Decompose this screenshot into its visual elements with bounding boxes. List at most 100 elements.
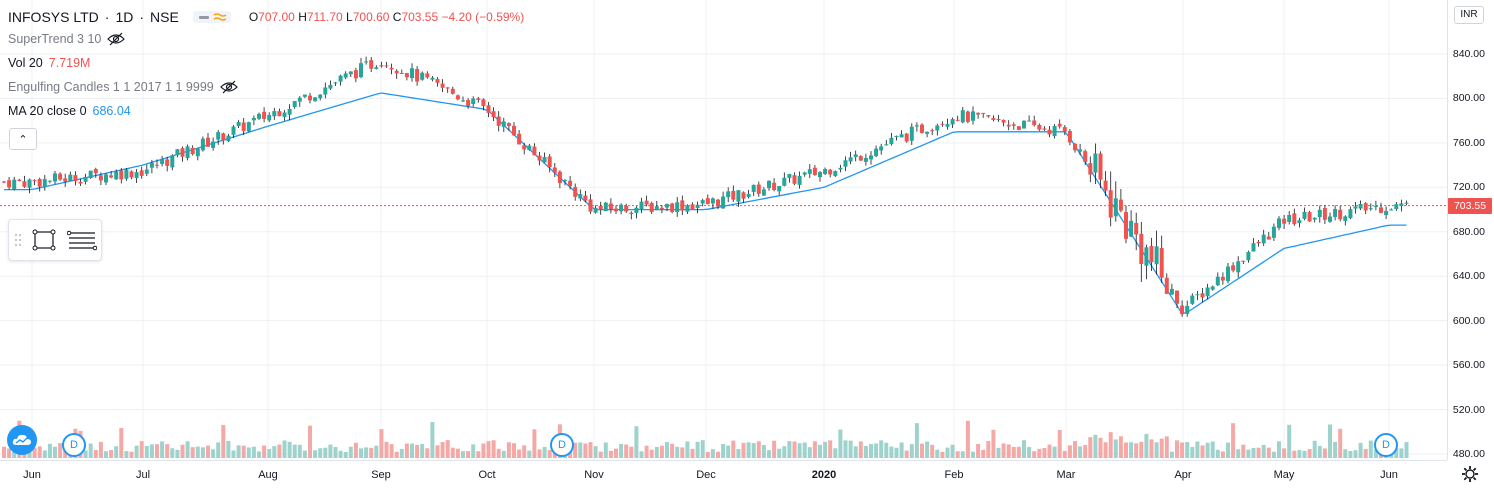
candle-down <box>1042 128 1047 130</box>
volume-bar <box>965 420 970 458</box>
candle-up <box>802 172 807 175</box>
dividend-badge[interactable]: D <box>1374 433 1398 457</box>
candle-up <box>1302 211 1307 219</box>
candle-up <box>328 84 333 89</box>
time-tick: Jun <box>1380 469 1398 481</box>
candle-down <box>476 98 481 100</box>
candle-up <box>272 111 277 117</box>
candle-up <box>410 68 414 79</box>
candle-up <box>251 117 256 121</box>
candle-up <box>665 204 669 208</box>
drag-handle-icon[interactable] <box>13 230 23 250</box>
ma-label: MA 20 close 0 <box>8 104 87 118</box>
candle-down <box>389 67 394 70</box>
candle-up <box>874 148 879 157</box>
volume-bar <box>410 443 414 458</box>
symbol-interval: 1D <box>115 9 134 25</box>
candle-up <box>134 172 139 178</box>
volume-bar <box>1256 447 1261 458</box>
candle-up <box>1052 126 1057 137</box>
candle-up <box>1154 246 1159 265</box>
candle-up <box>1205 287 1210 297</box>
candle-down <box>955 119 960 121</box>
volume-bar <box>379 429 384 458</box>
volume-bar <box>920 443 924 458</box>
candle-up <box>231 126 236 135</box>
cloud-chart-icon <box>12 434 32 445</box>
volume-bar <box>58 443 63 458</box>
volume-bar <box>1175 440 1179 458</box>
market-status-toggle[interactable] <box>192 11 231 23</box>
candle-down <box>37 178 42 187</box>
volume-bar <box>1073 441 1077 458</box>
gear-icon[interactable] <box>1460 464 1480 484</box>
volume-bar <box>1047 444 1052 458</box>
rectangle-tool-icon[interactable] <box>31 227 57 253</box>
volume-bar <box>1348 451 1353 458</box>
candle-up <box>1027 120 1032 122</box>
volume-bar <box>930 444 935 458</box>
candle-up <box>685 205 690 212</box>
candle-up <box>996 118 1001 121</box>
dividend-badge[interactable]: D <box>62 433 86 457</box>
lines-tool-icon[interactable] <box>67 227 97 253</box>
volume-bar <box>659 445 664 458</box>
volume-bar <box>1226 442 1230 458</box>
indicator-ma[interactable]: MA 20 close 0 686.04 <box>8 104 131 118</box>
volume-bar <box>1042 448 1047 458</box>
volume-bar <box>1164 436 1169 458</box>
price-tick: 800.00 <box>1452 92 1485 104</box>
symbol-legend[interactable]: INFOSYS LTD · 1D · NSE O707.00 H711.70 L… <box>8 9 524 25</box>
candle-up <box>563 180 567 182</box>
candle-down <box>812 167 817 176</box>
volume-bar <box>971 451 975 458</box>
candle-down <box>1282 218 1287 224</box>
candle-up <box>1129 220 1134 237</box>
candle-up <box>236 122 241 127</box>
time-tick: Apr <box>1174 469 1192 481</box>
volume-bar <box>476 451 481 458</box>
candle-up <box>257 113 261 119</box>
price-axis[interactable]: 840.00 800.00 760.00 720.00 680.00 640.0… <box>1447 0 1494 460</box>
candle-up <box>1312 217 1317 220</box>
candle-down <box>394 70 399 74</box>
volume-bar <box>639 451 644 458</box>
volume-bar <box>1220 451 1225 458</box>
chart-logo-icon[interactable] <box>7 425 37 455</box>
price-tick: 680.00 <box>1452 226 1485 238</box>
indicator-supertrend[interactable]: SuperTrend 3 10 <box>8 32 126 46</box>
collapse-legend-button[interactable]: ⌃ <box>9 128 37 150</box>
volume-bar <box>1287 424 1292 458</box>
eye-off-icon[interactable] <box>107 32 126 46</box>
volume-bar <box>185 441 190 458</box>
ma-value: 686.04 <box>92 104 131 118</box>
volume-bar <box>1338 428 1343 458</box>
candle-down <box>1231 265 1236 271</box>
candle-up <box>945 124 950 127</box>
volume-bar <box>807 447 812 458</box>
indicator-engulfing[interactable]: Engulfing Candles 1 1 2017 1 1 9999 <box>8 80 238 94</box>
candle-up <box>1144 247 1149 266</box>
candle-up <box>338 75 343 82</box>
volume-bar <box>812 441 817 458</box>
dividend-badge[interactable]: D <box>550 433 574 457</box>
price-chart[interactable] <box>0 0 1447 460</box>
volume-bar <box>144 446 149 458</box>
candle-up <box>302 94 307 97</box>
volume-bar <box>231 450 236 458</box>
volume-bar <box>1067 445 1072 458</box>
volume-bar <box>879 440 884 458</box>
candle-down <box>241 122 246 131</box>
volume-bar <box>869 444 873 458</box>
volume-bar <box>190 447 195 458</box>
volume-bar <box>537 449 542 458</box>
eye-off-icon[interactable] <box>219 80 238 94</box>
candle-down <box>1139 233 1144 264</box>
time-axis[interactable]: Jun Jul Aug Sep Oct Nov Dec 2020 Feb Mar… <box>0 460 1447 488</box>
indicator-volume[interactable]: Vol 20 7.719M <box>8 56 90 70</box>
volume-bar <box>461 451 465 458</box>
volume-bar <box>1302 450 1307 458</box>
currency-button[interactable]: INR <box>1454 6 1484 24</box>
volume-bar <box>843 440 848 458</box>
volume-bar <box>1200 445 1205 458</box>
